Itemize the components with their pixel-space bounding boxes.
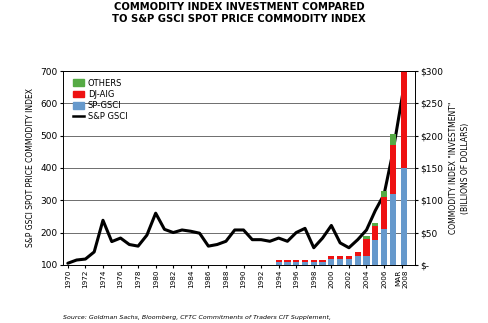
Text: COMMODITY INDEX INVESTMENT COMPARED
TO S&P GSCI SPOT PRICE COMMODITY INDEX: COMMODITY INDEX INVESTMENT COMPARED TO S… (112, 2, 366, 24)
Y-axis label: S&P GSCI SPOT PRICE COMMODITY INDEX: S&P GSCI SPOT PRICE COMMODITY INDEX (26, 89, 35, 247)
Bar (328, 256, 334, 259)
Bar (311, 260, 317, 262)
Bar (285, 260, 290, 262)
Bar (401, 168, 407, 265)
Legend: OTHERS, DJ-AIG, SP-GSCI, S&P GSCI: OTHERS, DJ-AIG, SP-GSCI, S&P GSCI (71, 77, 129, 123)
Bar (337, 256, 343, 259)
Bar (337, 259, 343, 265)
Bar (346, 259, 352, 265)
Bar (355, 256, 361, 265)
Bar (311, 262, 317, 265)
Bar (390, 134, 396, 145)
Bar (276, 262, 282, 265)
Bar (328, 259, 334, 265)
Bar (285, 262, 290, 265)
Text: Source: Goldman Sachs, Bloomberg, CFTC Commitments of Traders CIT Supplement,: Source: Goldman Sachs, Bloomberg, CFTC C… (63, 315, 331, 320)
Bar (390, 194, 396, 265)
Bar (364, 236, 369, 239)
Bar (381, 229, 387, 265)
Bar (401, 58, 407, 168)
Bar (320, 262, 325, 265)
Bar (381, 197, 387, 229)
Bar (302, 260, 308, 262)
Bar (401, 39, 407, 58)
Bar (390, 145, 396, 194)
Bar (320, 260, 325, 262)
Bar (372, 223, 378, 226)
Bar (302, 262, 308, 265)
Y-axis label: COMMODITY INDEX "INVESTMENT"
(BILLIONS OF DOLLARS): COMMODITY INDEX "INVESTMENT" (BILLIONS O… (449, 102, 470, 234)
Bar (293, 260, 299, 262)
Bar (346, 256, 352, 259)
Bar (355, 252, 361, 256)
Bar (364, 239, 369, 256)
Bar (293, 262, 299, 265)
Bar (276, 260, 282, 262)
Bar (372, 240, 378, 265)
Bar (381, 191, 387, 197)
Bar (372, 226, 378, 240)
Bar (364, 256, 369, 265)
